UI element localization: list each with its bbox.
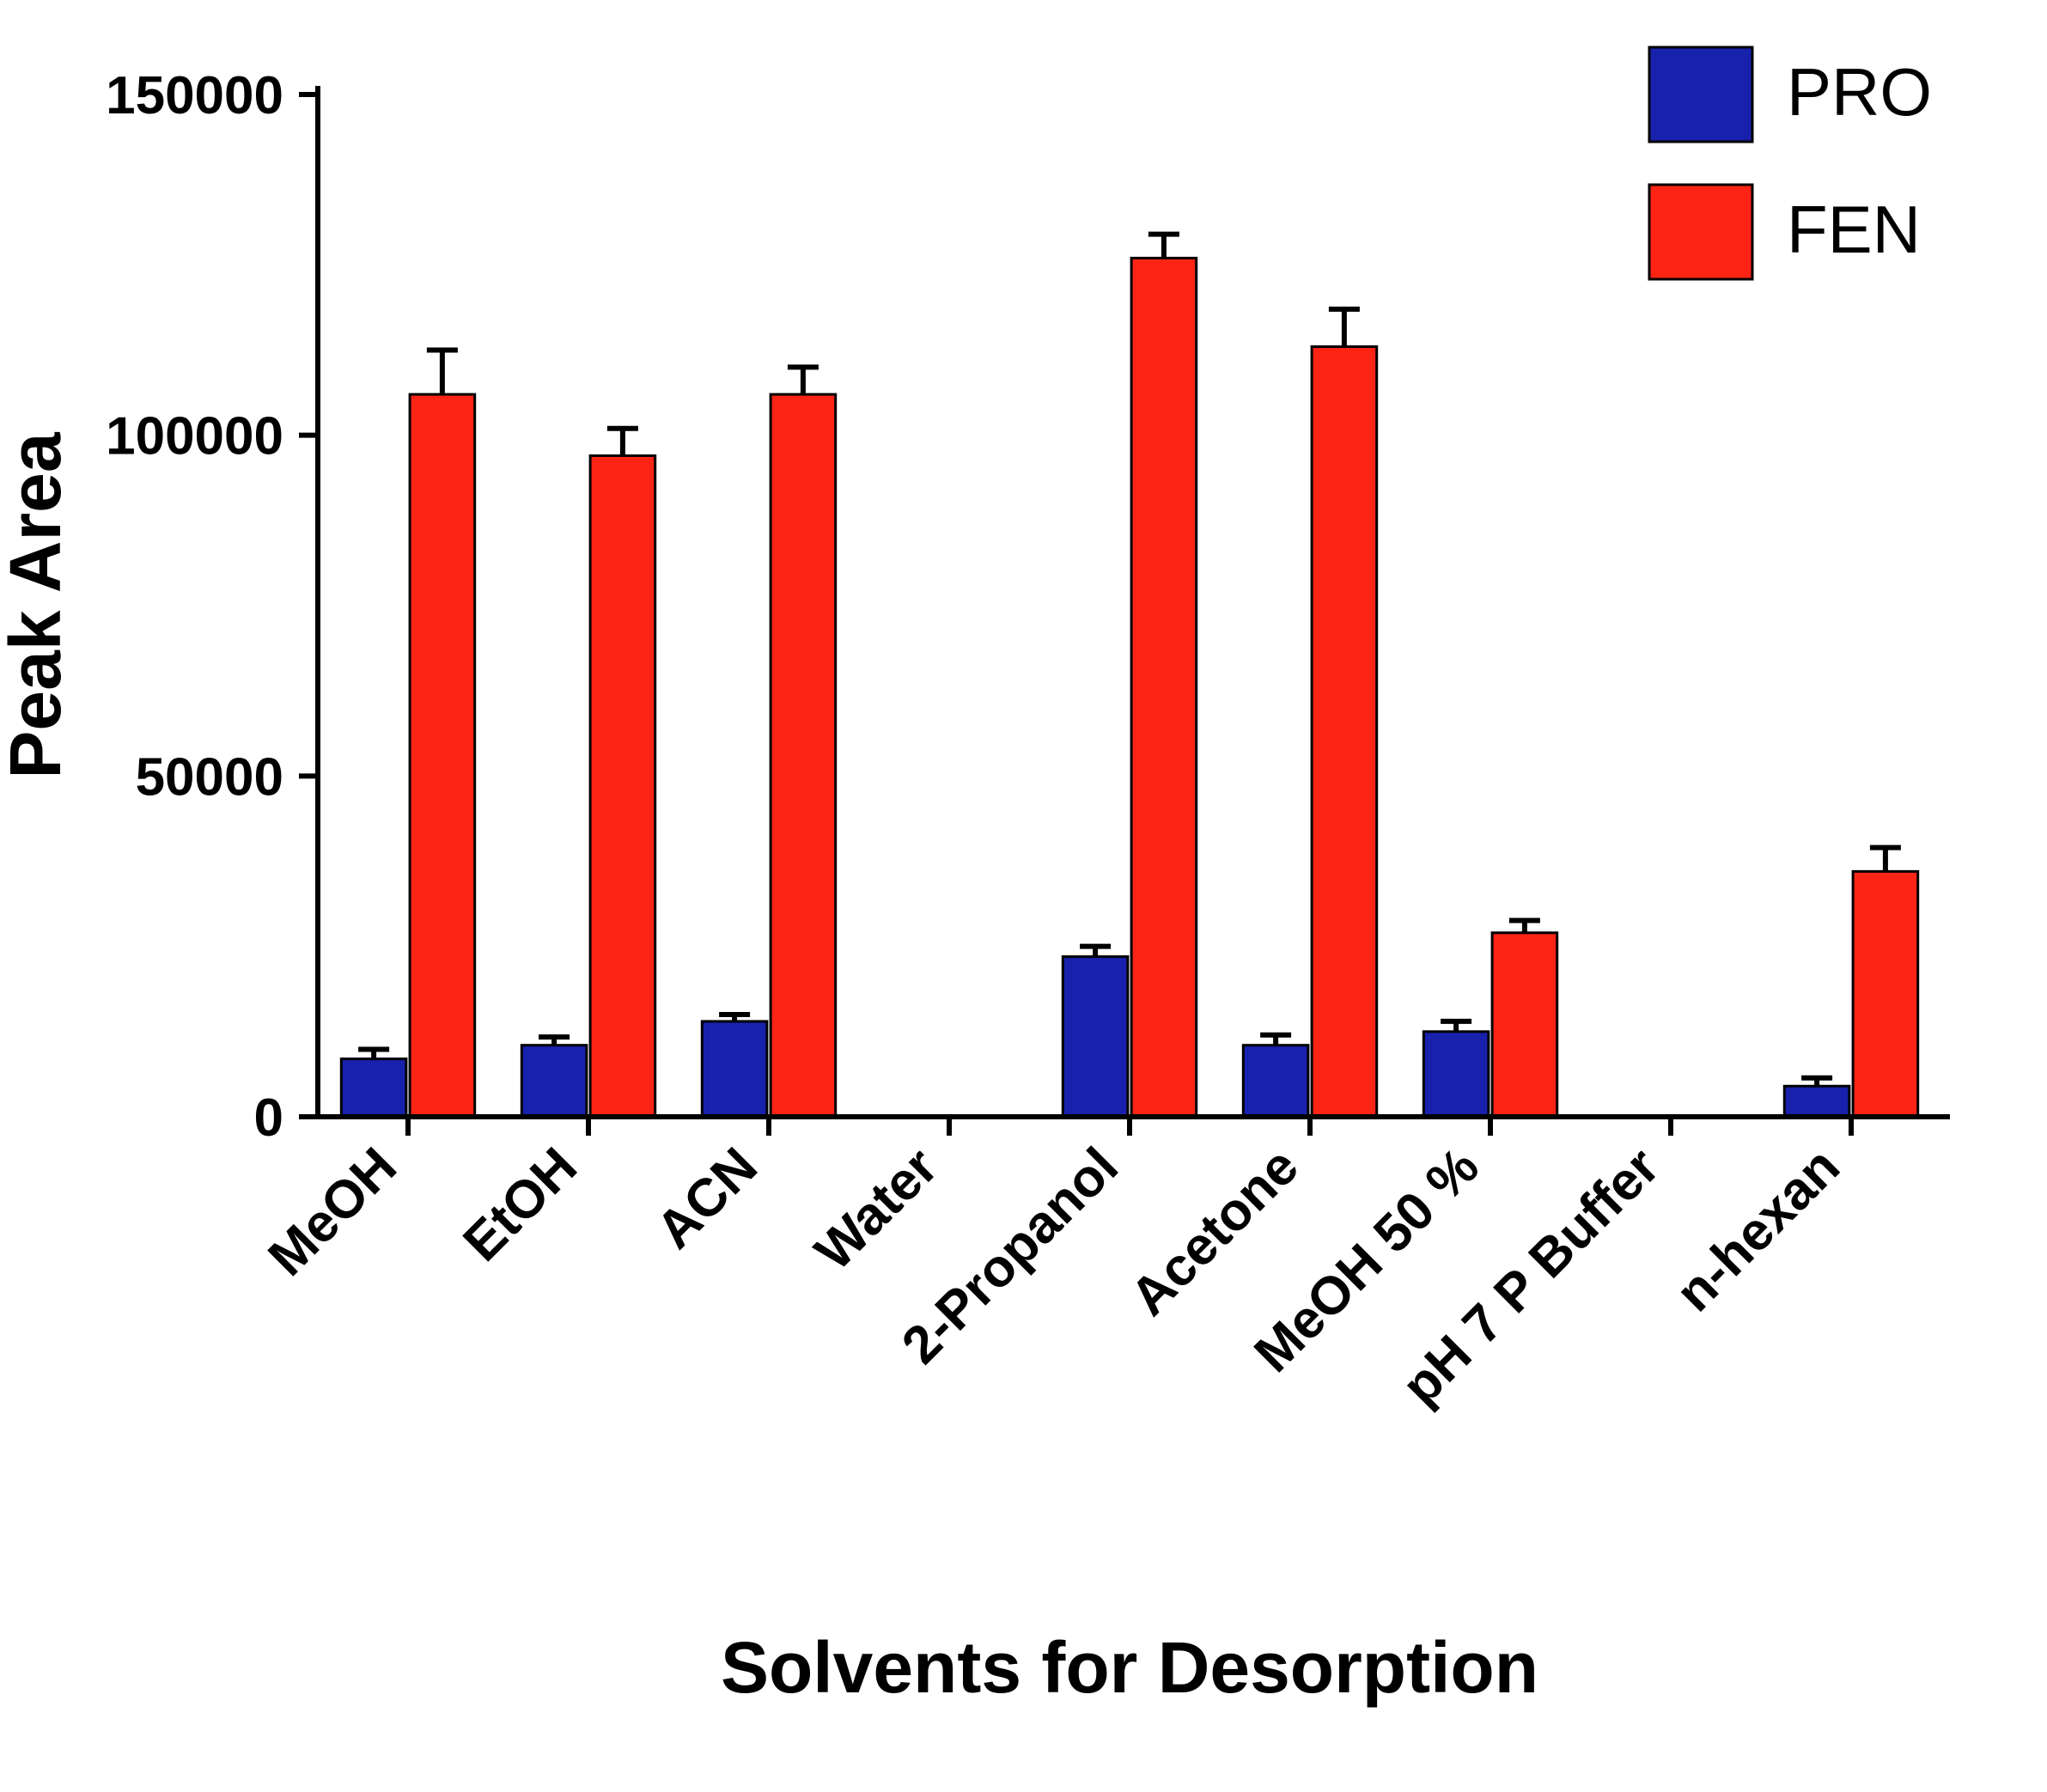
bar-PRO-4 xyxy=(1063,957,1128,1117)
bar-PRO-0 xyxy=(341,1059,406,1117)
bar-FEN-2 xyxy=(771,394,836,1117)
bar-PRO-5 xyxy=(1243,1045,1308,1117)
x-tick-label: EtOH xyxy=(453,1137,588,1272)
y-tick-label: 150000 xyxy=(106,66,283,125)
legend-label-FEN: FEN xyxy=(1787,192,1921,267)
bar-FEN-5 xyxy=(1312,347,1377,1117)
chart-container: 050000100000150000MeOHEtOHACNWater2-Prop… xyxy=(0,0,2047,1792)
bar-FEN-6 xyxy=(1492,933,1557,1117)
bar-FEN-0 xyxy=(410,394,475,1117)
y-tick-label: 100000 xyxy=(106,407,283,466)
y-tick-label: 50000 xyxy=(136,747,283,807)
x-axis-title: Solvents for Desorption xyxy=(721,1627,1538,1708)
x-tick-label: Water xyxy=(804,1137,949,1282)
bar-PRO-6 xyxy=(1423,1032,1489,1117)
x-tick-label: ACN xyxy=(645,1137,769,1260)
y-axis-title: Peak Area xyxy=(0,431,76,778)
x-tick-label: Acetone xyxy=(1119,1137,1310,1327)
bar-PRO-8 xyxy=(1784,1086,1849,1117)
legend-swatch-FEN xyxy=(1649,185,1752,279)
bar-PRO-2 xyxy=(702,1021,767,1117)
x-tick-label: MeOH xyxy=(257,1137,407,1287)
bar-FEN-1 xyxy=(590,455,655,1117)
bar-FEN-4 xyxy=(1131,258,1197,1117)
legend-swatch-PRO xyxy=(1649,47,1752,142)
bar-PRO-1 xyxy=(521,1045,587,1117)
bar-chart-svg: 050000100000150000MeOHEtOHACNWater2-Prop… xyxy=(0,0,2047,1792)
y-tick-label: 0 xyxy=(254,1088,283,1148)
legend-label-PRO: PRO xyxy=(1787,54,1932,130)
x-tick-label: n-hexan xyxy=(1665,1137,1851,1323)
bar-FEN-8 xyxy=(1853,871,1918,1117)
